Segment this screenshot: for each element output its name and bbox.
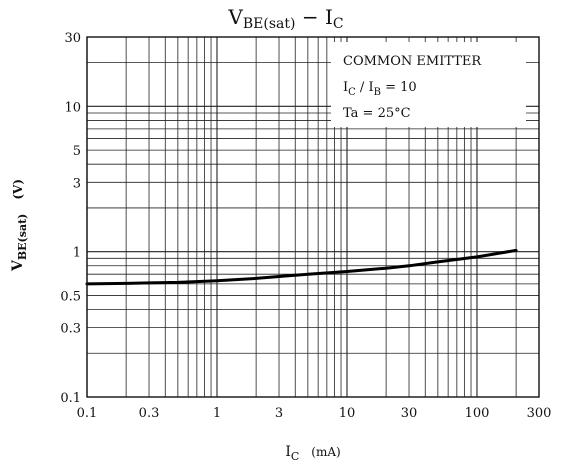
y-tick-label: 5 <box>73 144 81 159</box>
x-tick-label: 0.1 <box>77 406 98 421</box>
x-tick-labels: 0.1 0.3 1 3 10 30 100 300 <box>77 406 552 421</box>
y-tick-label: 1 <box>73 246 81 261</box>
y-tick-label: 0.3 <box>60 322 81 337</box>
x-tick-label: 100 <box>465 406 490 421</box>
series-line-0 <box>85 248 518 286</box>
y-tick-label: 30 <box>64 31 81 46</box>
x-tick-label: 10 <box>339 406 356 421</box>
annotation-line-1: COMMON EMITTER <box>343 54 482 69</box>
y-tick-label: 0.1 <box>60 391 81 406</box>
annotation-line-2: IC / IB = 10 <box>343 80 417 98</box>
x-tick-label: 0.3 <box>139 406 160 421</box>
y-tick-label: 10 <box>64 100 81 115</box>
annotation-text: COMMON EMITTER IC / IB = 10 Ta = 25°C <box>343 54 482 121</box>
chart-title: VBE(sat) − IC <box>227 5 343 32</box>
annotation-box <box>331 42 526 127</box>
plot-frame <box>86 36 540 398</box>
x-tick-label: 30 <box>401 406 418 421</box>
x-axis-label: IC (mA) <box>285 444 340 463</box>
annotation-line-3: Ta = 25°C <box>343 106 411 121</box>
y-tick-label: 3 <box>73 176 81 191</box>
curve-layer <box>85 248 518 286</box>
x-tick-label: 1 <box>213 406 221 421</box>
x-tick-label: 3 <box>275 406 283 421</box>
y-tick-labels: 0.1 0.3 0.5 1 3 5 10 30 <box>60 31 81 406</box>
y-axis-label: VBE(sat)(V) <box>10 179 29 272</box>
y-tick-label: 0.5 <box>60 289 81 304</box>
x-tick-label: 300 <box>527 406 552 421</box>
